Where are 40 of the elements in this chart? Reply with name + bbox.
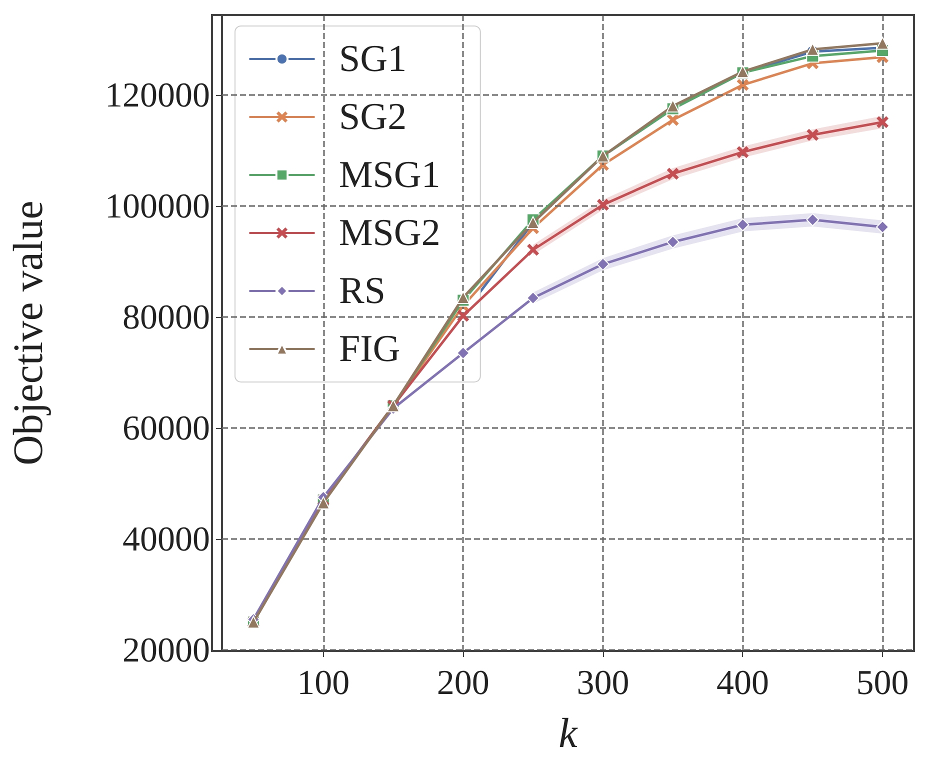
point xyxy=(806,42,820,56)
x-tick-label: 400 xyxy=(716,663,769,702)
legend-label: FIG xyxy=(339,328,400,370)
point xyxy=(666,168,679,180)
point xyxy=(316,496,330,510)
point xyxy=(806,213,820,226)
legend-label: SG2 xyxy=(339,96,407,138)
legend-label: MSG2 xyxy=(339,212,440,254)
point xyxy=(666,100,680,113)
point xyxy=(457,310,470,322)
x-tick-label: 200 xyxy=(436,663,490,702)
x-tick-label: 100 xyxy=(297,663,350,702)
point xyxy=(876,220,890,234)
point xyxy=(456,290,470,304)
point xyxy=(736,218,750,232)
point xyxy=(806,128,819,141)
point xyxy=(666,114,679,126)
point xyxy=(526,292,540,305)
legend-label: MSG1 xyxy=(339,154,440,196)
x-tick-label: 500 xyxy=(856,663,909,702)
point xyxy=(736,146,749,158)
legend-label: SG1 xyxy=(339,38,407,80)
point xyxy=(456,346,470,360)
y-tick-label: 20000 xyxy=(122,630,210,670)
x-axis-title: k xyxy=(558,711,579,757)
point xyxy=(596,258,610,271)
y-tick-label: 100000 xyxy=(105,186,210,226)
point xyxy=(666,235,680,248)
point xyxy=(736,78,749,91)
point xyxy=(527,244,540,256)
y-tick-label: 80000 xyxy=(122,297,210,336)
point xyxy=(876,36,890,50)
y-axis-title: Objective value xyxy=(6,200,52,466)
y-tick-label: 60000 xyxy=(122,408,210,448)
y-tick-label: 120000 xyxy=(105,75,210,114)
legend-label: RS xyxy=(339,270,386,312)
y-tick-label: 40000 xyxy=(122,519,210,558)
point xyxy=(596,198,609,211)
point xyxy=(876,116,889,128)
x-tick-label: 300 xyxy=(576,663,630,702)
